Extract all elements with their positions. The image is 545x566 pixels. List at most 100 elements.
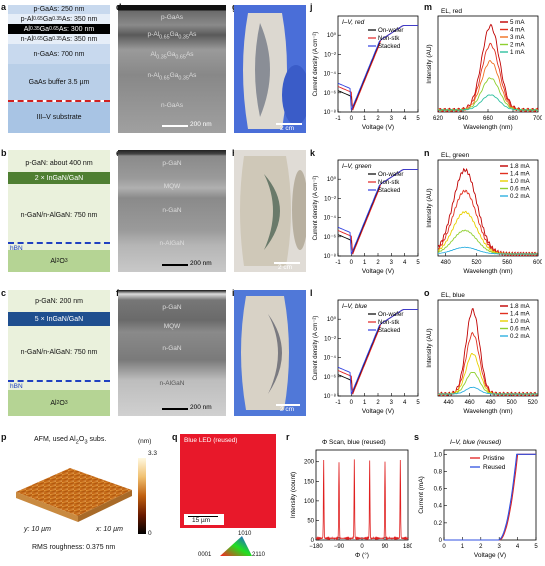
- iv-chart-green: I–V, green 10⁰ 10⁻² 10⁻⁴ 10⁻⁶ 10⁻⁸-1 0 1 2 3 4 5 Vol…: [313, 159, 420, 275]
- y-tick-label: 0: [439, 538, 443, 544]
- legend-label: 5 mA: [510, 19, 525, 26]
- panel-label-n: n: [424, 148, 430, 158]
- layer-p-gan: p-GaN: 200 nm: [35, 297, 83, 305]
- x-tick-label: −90: [334, 544, 345, 550]
- x-tick-label: 0: [350, 260, 354, 266]
- x-tick-label: 460: [465, 400, 476, 406]
- y-axis-label: Current (mA): [418, 476, 425, 514]
- afm-title: AFM, used Al2O3 subs.: [34, 436, 107, 446]
- y-axis-label: Intensity (count): [290, 472, 297, 518]
- chart-title: EL, blue: [441, 292, 465, 299]
- colorbar-max: 3.3: [148, 450, 158, 457]
- legend-label: Non-stk: [378, 35, 400, 42]
- legend-label: Non-stk: [378, 319, 400, 326]
- x-axis-label: Voltage (V): [362, 408, 394, 415]
- hbn-line: [8, 380, 110, 382]
- sem-label: n-AlGaN: [159, 380, 185, 387]
- panel-label-l: l: [310, 288, 313, 298]
- legend-label: 4 mA: [510, 27, 525, 34]
- photo-h: 2 cm: [234, 150, 306, 272]
- legend-label: 1 mA: [510, 49, 525, 56]
- panel-label-i: i: [232, 288, 235, 298]
- x-tick-label: 5: [416, 400, 420, 406]
- scale-bar: [162, 408, 188, 410]
- scale-bar: [162, 125, 188, 127]
- colorbar-unit: (nm): [138, 438, 152, 445]
- x-tick-label: 520: [528, 400, 539, 406]
- legend-label: Stacked: [378, 187, 401, 194]
- x-tick-label: 4: [403, 116, 407, 122]
- y-tick-label: 10⁻⁶: [324, 374, 337, 381]
- ipf-label-left: 0001: [198, 552, 212, 558]
- x-tick-label: 620: [433, 116, 444, 122]
- x-tick-label: 3: [498, 544, 502, 550]
- chart-title: I–V, red: [342, 19, 365, 26]
- ebsd-title: Blue LED (reused): [184, 437, 238, 444]
- iv-curve: [337, 309, 418, 395]
- stack-c: p-GaN: 200 nm 5 × InGaN/GaN n-GaN/n-AlGa…: [8, 290, 110, 416]
- sem-label: p-GaN: [162, 160, 182, 167]
- y-tick-label: 50: [307, 518, 314, 524]
- y-tick-label: 10⁻⁴: [324, 355, 337, 362]
- legend-label: 1.0 mA: [510, 178, 530, 185]
- sem-label: n-GaAs: [160, 102, 184, 109]
- x-tick-label: 1: [461, 544, 465, 550]
- iv-reused-curve: [444, 453, 536, 541]
- afm-y-label: y: 10 µm: [24, 526, 51, 533]
- y-tick-label: 10⁻²: [324, 196, 336, 202]
- sem-image-e: p-GaN MQW n-GaN n-AlGaN 200 nm: [118, 150, 226, 272]
- x-tick-label: 0: [360, 544, 364, 550]
- x-tick-label: 660: [483, 116, 494, 122]
- x-tick-label: 0: [442, 544, 446, 550]
- scale-label: 200 nm: [190, 404, 212, 411]
- sem-label: p-GaAs: [160, 14, 184, 21]
- chart-title: I–V, blue: [342, 303, 368, 310]
- y-tick-label: 200: [304, 460, 315, 466]
- scale-bar: [188, 516, 218, 517]
- scale-label: 2 cm: [278, 264, 293, 271]
- graphene-line: [8, 100, 110, 102]
- layer-sapphire: Al 2 O 3: [8, 390, 110, 416]
- legend-label: 0.2 mA: [510, 333, 530, 340]
- hbn-label: hBN: [10, 245, 23, 252]
- x-tick-label: 1: [363, 116, 367, 122]
- y-axis-label: Intensity (AU): [426, 188, 433, 227]
- x-tick-label: 0: [350, 116, 354, 122]
- iv-reused-chart: I–V, blue (reused) 0 1 2 3 4 5 0 0.2 0.4 0.6 0.8 1.0…: [418, 439, 538, 559]
- sem-image-f: p-GaN MQW n-GaN n-AlGaN 200 nm: [118, 290, 226, 416]
- el-chart-green: EL, green 480 520 560 600 Wavelength (nm) Inte…: [426, 152, 542, 275]
- el-spectrum: [437, 23, 539, 113]
- x-tick-label: 3: [390, 260, 394, 266]
- el-spectrum: [437, 386, 538, 395]
- panel-label-a: a: [1, 2, 7, 12]
- y-tick-label: 0.4: [434, 504, 443, 510]
- scale-label: 2 cm: [280, 406, 295, 413]
- layer-mqw: 5 × InGaN/GaN: [8, 312, 110, 326]
- x-tick-label: 4: [403, 260, 407, 266]
- sem-image-d: p-GaAs p-Al0.65Ga0.35As Al0.35Ga0.65As n…: [118, 5, 226, 133]
- legend-label: 1.8 mA: [510, 163, 530, 170]
- scale-label: 2 cm: [280, 125, 295, 132]
- ipf-triangle: [220, 536, 252, 556]
- el-spectrum: [437, 189, 538, 257]
- x-tick-label: 640: [458, 116, 469, 122]
- chart-title: EL, red: [441, 8, 462, 15]
- legend-label: 0.6 mA: [510, 326, 530, 333]
- x-axis-label: Voltage (V): [362, 124, 394, 131]
- photo-i: 2 cm: [234, 290, 306, 416]
- legend-label: On-wafer: [378, 311, 403, 318]
- el-spectrum: [437, 94, 539, 111]
- x-tick-label: 700: [533, 116, 542, 122]
- photo-g-drawing: [234, 5, 306, 133]
- iv-chart-blue: I–V, blue 10⁰ 10⁻² 10⁻⁴ 10⁻⁶ 10⁻⁸-1 0 1 2 3 4 5 Volt…: [313, 299, 420, 415]
- el-spectrum: [437, 167, 538, 257]
- x-tick-label: 600: [533, 260, 542, 266]
- sem-label: Al0.35Ga0.65As: [150, 51, 194, 61]
- y-tick-label: 0: [311, 538, 315, 544]
- chart-title: EL, green: [441, 152, 470, 159]
- el-chart-red: EL, red 620 640 660 680 700 Wavelength (nm) Int…: [426, 8, 542, 131]
- sem-label: p-Al0.65Ga0.35As: [147, 31, 197, 41]
- el-spectrum: [437, 210, 538, 256]
- layer-p-algaas: p-Al 0.65 Ga 0.35 As: 350 nm: [8, 14, 110, 24]
- ipf-label-top: 1010: [238, 531, 252, 537]
